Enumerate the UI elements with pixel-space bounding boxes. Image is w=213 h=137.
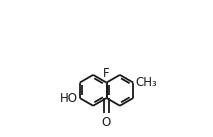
Text: HO: HO bbox=[60, 92, 78, 105]
Text: F: F bbox=[102, 67, 109, 80]
Text: O: O bbox=[102, 116, 111, 129]
Text: CH₃: CH₃ bbox=[135, 76, 157, 89]
